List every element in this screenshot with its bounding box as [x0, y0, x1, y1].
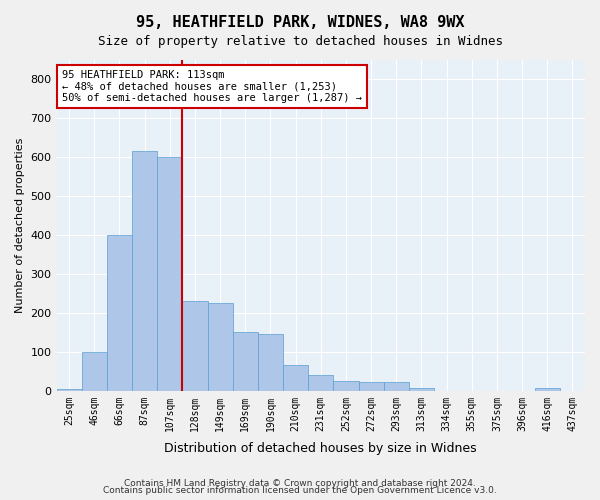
- Bar: [56, 389, 82, 391]
- Bar: [283, 366, 308, 391]
- Bar: [409, 388, 434, 391]
- Bar: [233, 332, 258, 391]
- Bar: [334, 381, 359, 391]
- Bar: [258, 334, 283, 391]
- Bar: [308, 375, 334, 391]
- Bar: [383, 382, 409, 391]
- Text: Contains public sector information licensed under the Open Government Licence v3: Contains public sector information licen…: [103, 486, 497, 495]
- Text: 95, HEATHFIELD PARK, WIDNES, WA8 9WX: 95, HEATHFIELD PARK, WIDNES, WA8 9WX: [136, 15, 464, 30]
- Bar: [208, 303, 233, 391]
- X-axis label: Distribution of detached houses by size in Widnes: Distribution of detached houses by size …: [164, 442, 477, 455]
- Y-axis label: Number of detached properties: Number of detached properties: [15, 138, 25, 313]
- Bar: [157, 158, 182, 391]
- Bar: [359, 382, 383, 391]
- Bar: [535, 388, 560, 391]
- Text: Contains HM Land Registry data © Crown copyright and database right 2024.: Contains HM Land Registry data © Crown c…: [124, 478, 476, 488]
- Text: Size of property relative to detached houses in Widnes: Size of property relative to detached ho…: [97, 35, 503, 48]
- Bar: [182, 302, 208, 391]
- Text: 95 HEATHFIELD PARK: 113sqm
← 48% of detached houses are smaller (1,253)
50% of s: 95 HEATHFIELD PARK: 113sqm ← 48% of deta…: [62, 70, 362, 103]
- Bar: [132, 152, 157, 391]
- Bar: [107, 235, 132, 391]
- Bar: [82, 352, 107, 391]
